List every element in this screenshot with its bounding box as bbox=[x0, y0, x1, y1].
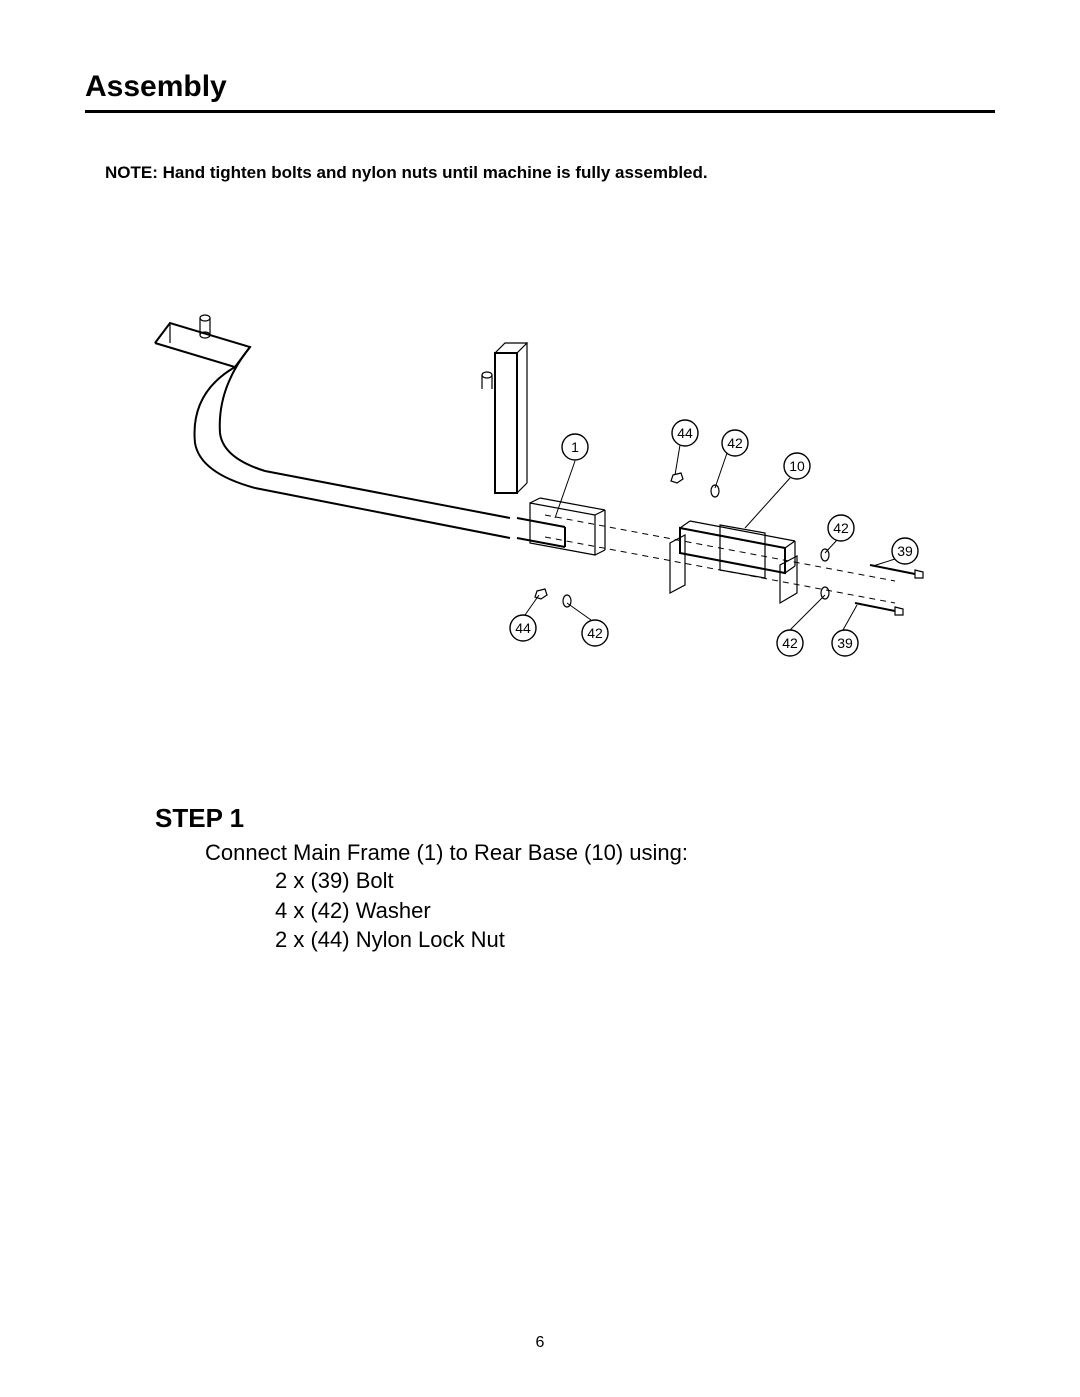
step-heading: STEP 1 bbox=[155, 803, 995, 834]
assembly-note: NOTE: Hand tighten bolts and nylon nuts … bbox=[105, 163, 995, 183]
callout-1: 1 bbox=[562, 434, 588, 460]
step-part-line: 2 x (44) Nylon Lock Nut bbox=[275, 925, 995, 955]
step-intro: Connect Main Frame (1) to Rear Base (10)… bbox=[205, 840, 995, 866]
svg-text:44: 44 bbox=[677, 425, 693, 441]
callout-44: 44 bbox=[510, 615, 536, 641]
step-part-line: 2 x (39) Bolt bbox=[275, 866, 995, 896]
callout-44: 44 bbox=[672, 420, 698, 446]
callout-42: 42 bbox=[828, 515, 854, 541]
step-parts-list: 2 x (39) Bolt4 x (42) Washer2 x (44) Nyl… bbox=[275, 866, 995, 955]
callout-42: 42 bbox=[582, 620, 608, 646]
svg-text:1: 1 bbox=[571, 439, 579, 455]
page-number: 6 bbox=[0, 1334, 1080, 1352]
callout-39: 39 bbox=[892, 538, 918, 564]
section-title: Assembly bbox=[85, 70, 995, 104]
svg-text:44: 44 bbox=[515, 620, 531, 636]
svg-text:10: 10 bbox=[789, 458, 805, 474]
svg-text:42: 42 bbox=[782, 635, 798, 651]
svg-text:39: 39 bbox=[897, 543, 913, 559]
svg-text:39: 39 bbox=[837, 635, 853, 651]
svg-text:42: 42 bbox=[727, 435, 743, 451]
callout-10: 10 bbox=[784, 453, 810, 479]
step-part-line: 4 x (42) Washer bbox=[275, 896, 995, 926]
assembly-diagram: 1 44 42 10 42 39 44 42 42 39 bbox=[85, 293, 995, 693]
svg-text:42: 42 bbox=[833, 520, 849, 536]
callout-42: 42 bbox=[777, 630, 803, 656]
svg-text:42: 42 bbox=[587, 625, 603, 641]
section-divider bbox=[85, 110, 995, 113]
callout-42: 42 bbox=[722, 430, 748, 456]
callout-39: 39 bbox=[832, 630, 858, 656]
